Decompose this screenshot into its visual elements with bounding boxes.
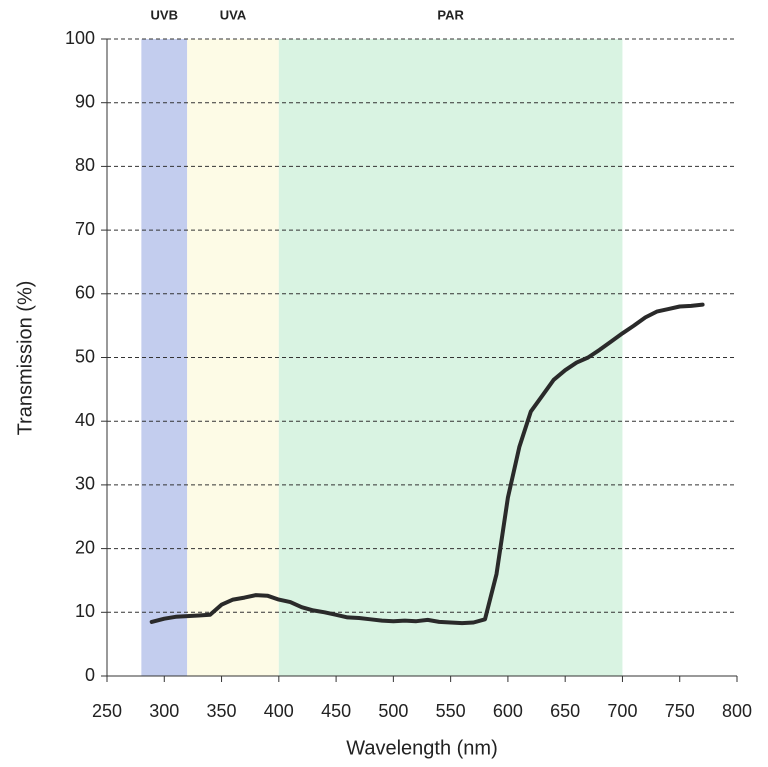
x-tick-label: 600 — [493, 701, 523, 721]
x-tick-label: 700 — [607, 701, 637, 721]
x-tick-label: 250 — [92, 701, 122, 721]
y-axis-label: Transmission (%) — [14, 281, 36, 436]
x-tick-label: 750 — [665, 701, 695, 721]
y-tick-label: 20 — [75, 537, 95, 557]
x-tick-label: 300 — [149, 701, 179, 721]
x-tick-label: 650 — [550, 701, 580, 721]
y-tick-label: 80 — [75, 155, 95, 175]
x-tick-label: 550 — [436, 701, 466, 721]
x-tick-label: 400 — [264, 701, 294, 721]
x-tick-label: 800 — [722, 701, 752, 721]
band-label: UVA — [220, 7, 247, 22]
x-tick-label: 500 — [378, 701, 408, 721]
band-label: UVB — [151, 7, 178, 22]
y-tick-label: 100 — [65, 28, 95, 48]
y-tick-label: 30 — [75, 474, 95, 494]
y-tick-label: 0 — [85, 665, 95, 685]
y-tick-label: 40 — [75, 410, 95, 430]
y-tick-label: 90 — [75, 91, 95, 111]
x-tick-label: 450 — [321, 701, 351, 721]
x-tick-label: 350 — [207, 701, 237, 721]
y-tick-label: 50 — [75, 346, 95, 366]
y-tick-label: 60 — [75, 283, 95, 303]
x-axis-label: Wavelength (nm) — [346, 737, 498, 759]
data-line — [149, 302, 705, 626]
y-tick-label: 70 — [75, 219, 95, 239]
band-label: PAR — [437, 7, 464, 22]
y-tick-label: 10 — [75, 601, 95, 621]
